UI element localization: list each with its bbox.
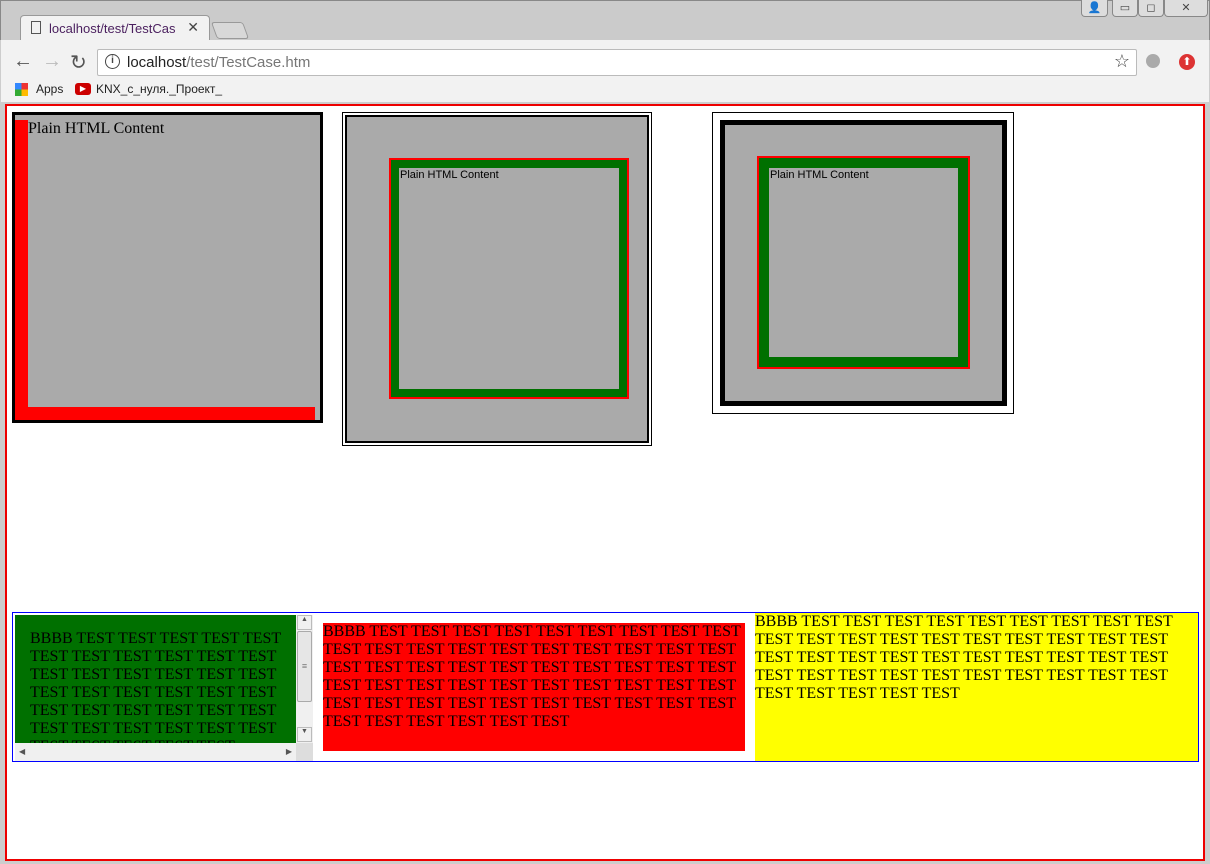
box-1-text: Plain HTML Content bbox=[28, 120, 165, 137]
red-panel: BBBB TEST TEST TEST TEST TEST TEST TEST … bbox=[323, 623, 745, 751]
scroll-left-icon[interactable]: ◀ bbox=[19, 747, 26, 756]
star-icon[interactable]: ☆ bbox=[1113, 51, 1130, 71]
box-2-text: Plain HTML Content bbox=[399, 168, 619, 389]
forward-icon[interactable]: → bbox=[42, 50, 62, 72]
red-bottom-bar bbox=[15, 407, 315, 420]
page-icon bbox=[31, 21, 41, 34]
tab-title: localhost/test/TestCase.htm bbox=[49, 21, 175, 36]
red-left-bar bbox=[15, 120, 28, 420]
box-2-inner: Plain HTML Content bbox=[389, 158, 629, 399]
url-path: /test/TestCase.htm bbox=[186, 54, 311, 71]
extension-icon[interactable] bbox=[1146, 54, 1160, 68]
url-host: localhost bbox=[127, 54, 187, 71]
scroll-up-icon[interactable]: ▲ bbox=[297, 615, 312, 630]
bookmark-knx[interactable]: KNX_с_нуля._Проект_ bbox=[96, 82, 223, 96]
update-icon[interactable]: ⬆ bbox=[1179, 54, 1195, 70]
scroll-corner bbox=[296, 743, 313, 761]
box-3-inner: Plain HTML Content bbox=[757, 156, 970, 369]
box-1 bbox=[12, 112, 323, 423]
close-tab-icon[interactable]: ✕ bbox=[187, 19, 199, 35]
scroll-down-icon[interactable]: ▼ bbox=[297, 727, 312, 742]
restore-icon[interactable]: ◻ bbox=[1138, 0, 1164, 17]
new-tab-button[interactable] bbox=[210, 22, 250, 39]
minimize-icon[interactable]: ▭ bbox=[1112, 0, 1138, 17]
green-scroll-panel[interactable]: BBBB TEST TEST TEST TEST TEST TEST TEST … bbox=[15, 615, 296, 743]
reload-icon[interactable]: ↻ bbox=[70, 52, 87, 74]
youtube-icon: ▶ bbox=[75, 83, 91, 95]
vertical-scrollbar[interactable]: ▲ ≡ ▼ bbox=[296, 615, 313, 743]
yellow-text: BBBB TEST TEST TEST TEST TEST TEST TEST … bbox=[755, 613, 1173, 702]
back-icon[interactable]: ← bbox=[13, 50, 33, 72]
scroll-thumb[interactable]: ≡ bbox=[297, 631, 312, 702]
browser-tab[interactable]: localhost/test/TestCase.htm ✕ bbox=[20, 15, 210, 41]
apps-grid-icon bbox=[15, 83, 28, 96]
address-bar[interactable]: i localhost/test/TestCase.htm ☆ bbox=[97, 49, 1137, 76]
horizontal-scrollbar[interactable]: ◀ ▶ bbox=[15, 743, 296, 761]
bottom-container bbox=[12, 612, 1199, 762]
close-icon[interactable]: ✕ bbox=[1164, 0, 1208, 17]
scroll-right-icon[interactable]: ▶ bbox=[285, 747, 292, 756]
yellow-panel: BBBB TEST TEST TEST TEST TEST TEST TEST … bbox=[755, 613, 1198, 761]
green-text: BBBB TEST TEST TEST TEST TEST TEST TEST … bbox=[30, 630, 281, 743]
box-3-text: Plain HTML Content bbox=[769, 168, 958, 357]
bookmark-apps[interactable]: Apps bbox=[36, 82, 64, 96]
user-icon[interactable]: 👤 bbox=[1081, 0, 1108, 17]
info-icon[interactable]: i bbox=[105, 54, 120, 69]
red-text: BBBB TEST TEST TEST TEST TEST TEST TEST … bbox=[323, 623, 741, 730]
